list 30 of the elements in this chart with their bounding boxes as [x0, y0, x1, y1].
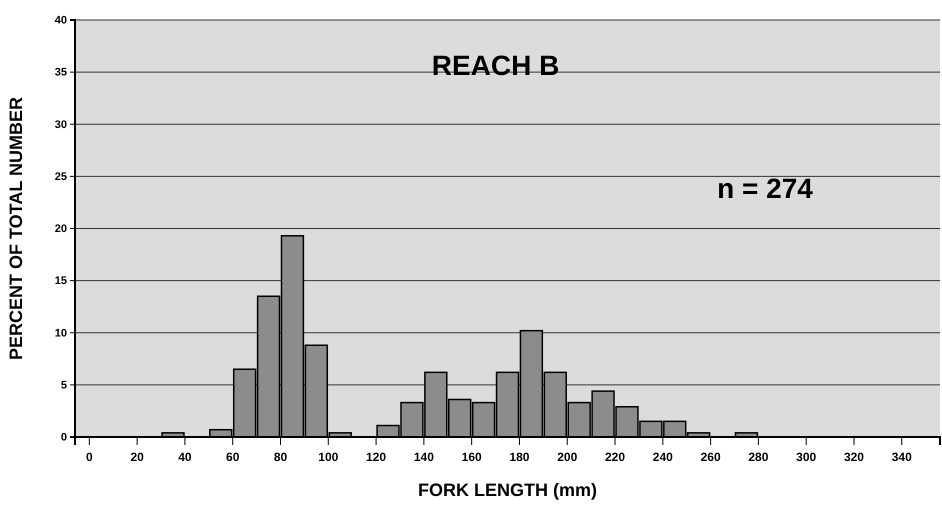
- x-tick-label: 120: [366, 450, 386, 464]
- x-tick-label: 260: [700, 450, 721, 464]
- x-tick-label: 280: [748, 450, 769, 464]
- x-tick-label: 180: [509, 450, 530, 464]
- y-tick-label: 5: [60, 379, 67, 392]
- x-tick-label: 320: [844, 450, 864, 464]
- x-tick-label: 200: [557, 450, 578, 464]
- x-tick-label: 140: [414, 450, 434, 464]
- y-tick-label: 0: [60, 432, 67, 444]
- x-tick-label: 240: [652, 450, 674, 464]
- y-tick-label: 25: [54, 170, 67, 183]
- x-tick-label: 100: [318, 450, 339, 464]
- x-tick-label: 340: [892, 450, 912, 464]
- y-tick-label: 15: [54, 275, 67, 288]
- y-tick-label: 35: [54, 66, 67, 79]
- y-tick-label: 30: [54, 118, 67, 131]
- x-axis-title: FORK LENGTH (mm): [418, 480, 597, 500]
- y-tick-label: 20: [54, 223, 67, 236]
- y-tick-label: 40: [54, 14, 67, 27]
- x-tick-label: 80: [274, 450, 288, 464]
- x-tick-label: 300: [796, 450, 817, 464]
- x-tick-label: 60: [226, 450, 240, 464]
- x-tick-label: 40: [178, 450, 192, 464]
- y-tick-label: 10: [54, 327, 67, 340]
- y-axis-title: PERCENT OF TOTAL NUMBER: [6, 96, 26, 360]
- annotation: n = 274: [717, 173, 814, 204]
- x-tick-label: 20: [130, 450, 144, 464]
- x-tick-label: 220: [605, 450, 626, 464]
- x-tick-label: 0: [86, 450, 93, 464]
- x-tick-label: 160: [462, 450, 482, 464]
